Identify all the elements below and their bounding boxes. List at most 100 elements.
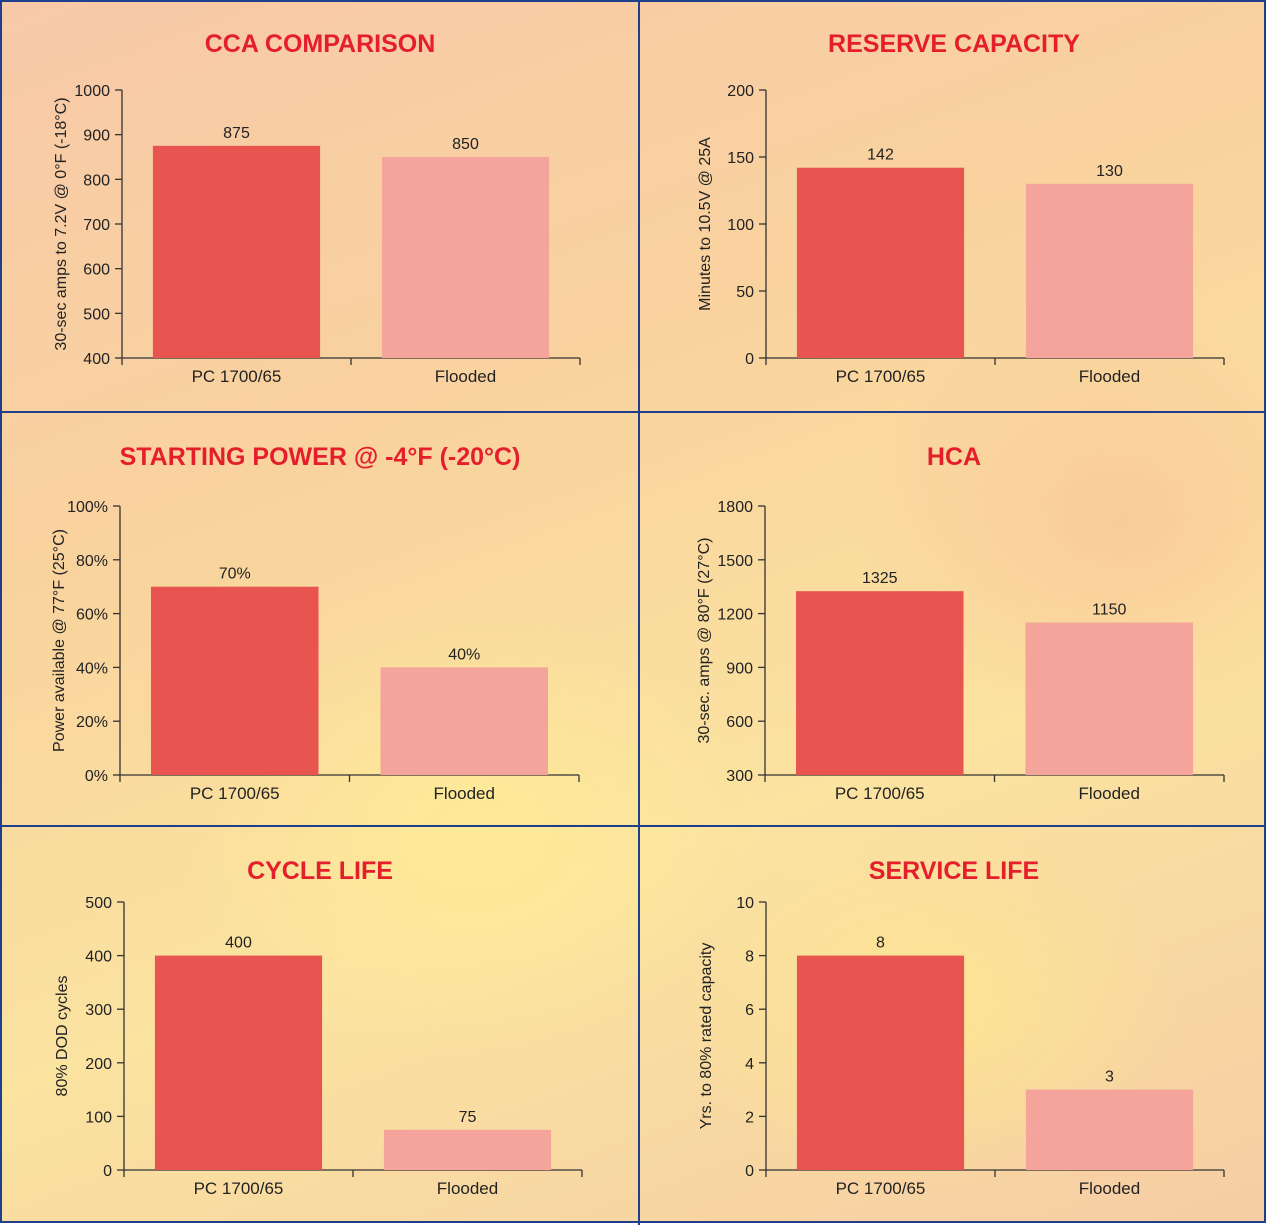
bar [380, 667, 549, 775]
y-tick-label: 900 [726, 660, 753, 677]
bar [796, 955, 965, 1170]
bar-value-label: 130 [1096, 163, 1123, 180]
panel-title: CCA COMPARISON [204, 30, 436, 58]
cca-comparison-panel: CCA COMPARISON 400 500 600 700 800 900 1000 30-… [2, 2, 638, 411]
y-tick-label: 200 [85, 1056, 112, 1073]
y-axis-label: 30-sec amps to 7.2V @ 0°F (-18°C) [53, 97, 70, 350]
x-category-label: PC 1700/65 [836, 367, 926, 386]
y-tick-label: 200 [727, 83, 754, 100]
bar-value-label: 1150 [1092, 602, 1127, 619]
service-life-chart: 0 2 4 6 8 10 Yrs. to 80% rated capacity 8 PC 170… [698, 895, 1225, 1198]
y-tick-label: 400 [85, 949, 112, 966]
y-axis-label: 30-sec. amps @ 80°F (27°C) [696, 538, 713, 744]
x-category-label: PC 1700/65 [194, 1179, 284, 1198]
x-category-label: PC 1700/65 [192, 367, 282, 386]
bar-value-label: 3 [1105, 1069, 1114, 1086]
y-tick-label: 900 [83, 128, 110, 145]
bar-value-label: 8 [876, 935, 885, 952]
bar [1025, 183, 1194, 358]
y-tick-label: 60% [76, 607, 108, 624]
y-tick-label: 0 [745, 351, 754, 368]
x-category-label: Flooded [1079, 367, 1140, 386]
y-tick-label: 300 [726, 768, 753, 785]
bar [150, 586, 319, 775]
y-tick-label: 10 [736, 895, 754, 912]
y-axis-label: 80% DOD cycles [54, 976, 71, 1097]
y-tick-label: 100% [67, 499, 108, 516]
y-tick-label: 2 [745, 1109, 754, 1126]
bar-value-label: 875 [223, 125, 250, 142]
cycle-life-panel: CYCLE LIFE 0 100 200 300 400 500 80% DOD cycle… [2, 827, 638, 1225]
y-tick-label: 500 [85, 895, 112, 912]
y-tick-label: 150 [727, 150, 754, 167]
panel-title: SERVICE LIFE [868, 857, 1040, 885]
bar [381, 157, 550, 358]
y-tick-label: 0% [85, 768, 108, 785]
x-category-label: Flooded [437, 1179, 498, 1198]
x-category-label: PC 1700/65 [190, 784, 280, 803]
panel-title: CYCLE LIFE [247, 857, 393, 885]
bar [1025, 1089, 1194, 1170]
bar [383, 1129, 552, 1170]
cycle-life-chart: 0 100 200 300 400 500 80% DOD cycles 400 PC 1700… [54, 895, 583, 1198]
x-category-label: Flooded [1079, 1179, 1140, 1198]
y-tick-label: 20% [76, 714, 108, 731]
y-tick-label: 1800 [717, 499, 753, 516]
bar-value-label: 142 [867, 147, 894, 164]
bar [795, 591, 964, 775]
y-tick-label: 600 [726, 714, 753, 731]
y-tick-label: 50 [736, 284, 754, 301]
bar [154, 955, 323, 1170]
y-tick-label: 400 [83, 351, 110, 368]
y-tick-label: 1000 [74, 83, 110, 100]
y-tick-label: 80% [76, 553, 108, 570]
bar-value-label: 850 [452, 136, 479, 153]
hca-chart: 300 600 900 1200 1500 1800 30-sec. amps @ 80°F… [696, 499, 1225, 803]
hca-panel: HCA 300 600 900 1200 1500 1800 30-sec. amps @ … [640, 413, 1266, 825]
x-category-label: Flooded [1079, 784, 1140, 803]
bar [796, 167, 965, 358]
x-category-label: PC 1700/65 [836, 1179, 926, 1198]
bar-value-label: 75 [459, 1109, 477, 1126]
bar-value-label: 70% [219, 566, 251, 583]
starting-power-panel: STARTING POWER @ -4°F (-20°C) 0% 20% 40% 60… [2, 413, 638, 825]
y-tick-label: 300 [85, 1002, 112, 1019]
bar [152, 145, 321, 358]
y-tick-label: 0 [745, 1163, 754, 1180]
bar-value-label: 40% [448, 646, 480, 663]
horizontal-divider-2 [2, 825, 1266, 827]
y-tick-label: 1200 [717, 607, 753, 624]
bar-value-label: 400 [225, 935, 252, 952]
y-tick-label: 600 [83, 262, 110, 279]
y-tick-label: 100 [85, 1109, 112, 1126]
y-tick-label: 100 [727, 217, 754, 234]
panel-title: HCA [926, 443, 982, 471]
y-axis-label: Yrs. to 80% rated capacity [698, 943, 715, 1130]
service-life-panel: SERVICE LIFE 0 2 4 6 8 10 Yrs. to 80% rated ca… [640, 827, 1266, 1225]
y-tick-label: 8 [745, 949, 754, 966]
y-tick-label: 800 [83, 172, 110, 189]
y-tick-label: 700 [83, 217, 110, 234]
y-tick-label: 40% [76, 660, 108, 677]
x-category-label: Flooded [434, 784, 495, 803]
y-tick-label: 0 [103, 1163, 112, 1180]
horizontal-divider-1 [2, 411, 1266, 413]
y-axis-label: Minutes to 10.5V @ 25A [697, 137, 714, 311]
y-axis-label: Power available @ 77°F (25°C) [51, 529, 68, 752]
y-tick-label: 4 [745, 1056, 754, 1073]
bar [1025, 622, 1194, 775]
starting-power-chart: 0% 20% 40% 60% 80% 100% Power available @ 77°F… [51, 499, 580, 803]
x-category-label: Flooded [435, 367, 496, 386]
y-tick-label: 500 [83, 306, 110, 323]
panel-title: RESERVE CAPACITY [828, 30, 1080, 58]
y-tick-label: 1500 [717, 553, 753, 570]
vertical-divider [638, 2, 640, 1225]
x-category-label: PC 1700/65 [835, 784, 925, 803]
reserve-capacity-chart: 0 50 100 150 200 Minutes to 10.5V @ 25A 142 PC … [697, 83, 1225, 386]
reserve-capacity-panel: RESERVE CAPACITY 0 50 100 150 200 Minutes to … [640, 2, 1266, 411]
y-tick-label: 6 [745, 1002, 754, 1019]
panel-title: STARTING POWER @ -4°F (-20°C) [119, 443, 521, 471]
bar-value-label: 1325 [862, 570, 898, 587]
